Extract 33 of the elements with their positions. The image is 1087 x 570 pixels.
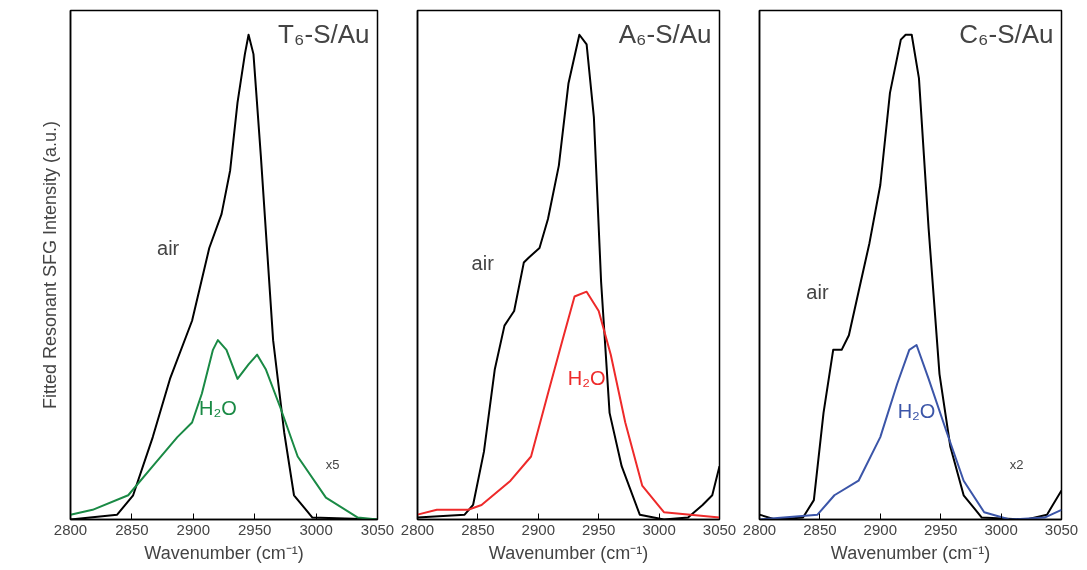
x-tick-label: 2900: [863, 520, 897, 538]
x-tick-label: 2900: [176, 520, 210, 538]
y-axis-title: Fitted Resonant SFG Intensity (a.u.): [39, 120, 60, 410]
x-tick-label: 2850: [115, 520, 149, 538]
x-tick-label: 2950: [238, 520, 272, 538]
x-tick-label: 2800: [742, 520, 777, 538]
x-tick-label: 2950: [924, 520, 958, 538]
series-label: H₂O: [198, 397, 237, 420]
x-tick-label: 3050: [702, 520, 737, 538]
x-tick-label: 2900: [521, 520, 555, 538]
series-label: air: [157, 237, 180, 260]
series-label: air: [806, 280, 829, 303]
x-tick-label: 2800: [53, 520, 88, 538]
series-label: air: [471, 251, 495, 274]
chart-title: C₆-S/Au: [959, 18, 1054, 49]
x-axis-title: Wavenumber (cm⁻¹): [144, 542, 304, 563]
x-tick-label: 3000: [984, 520, 1018, 538]
annotation: x5: [325, 457, 340, 472]
x-tick-label: 2800: [400, 520, 435, 538]
x-tick-label: 2850: [461, 520, 495, 538]
series-label: H₂O: [567, 367, 606, 390]
x-tick-label: 2950: [582, 520, 616, 538]
x-tick-label: 3050: [360, 520, 395, 538]
chart-title: T₆-S/Au: [278, 18, 370, 49]
x-tick-label: 3000: [299, 520, 333, 538]
annotation: x2: [1009, 457, 1024, 472]
chart-title: A₆-S/Au: [618, 18, 712, 49]
series-label: H₂O: [897, 400, 936, 423]
x-axis-title: Wavenumber (cm⁻¹): [830, 542, 991, 563]
x-tick-label: 3000: [642, 520, 676, 538]
x-tick-label: 2850: [803, 520, 837, 538]
x-tick-label: 3050: [1044, 520, 1079, 538]
x-axis-title: Wavenumber (cm⁻¹): [488, 542, 649, 563]
